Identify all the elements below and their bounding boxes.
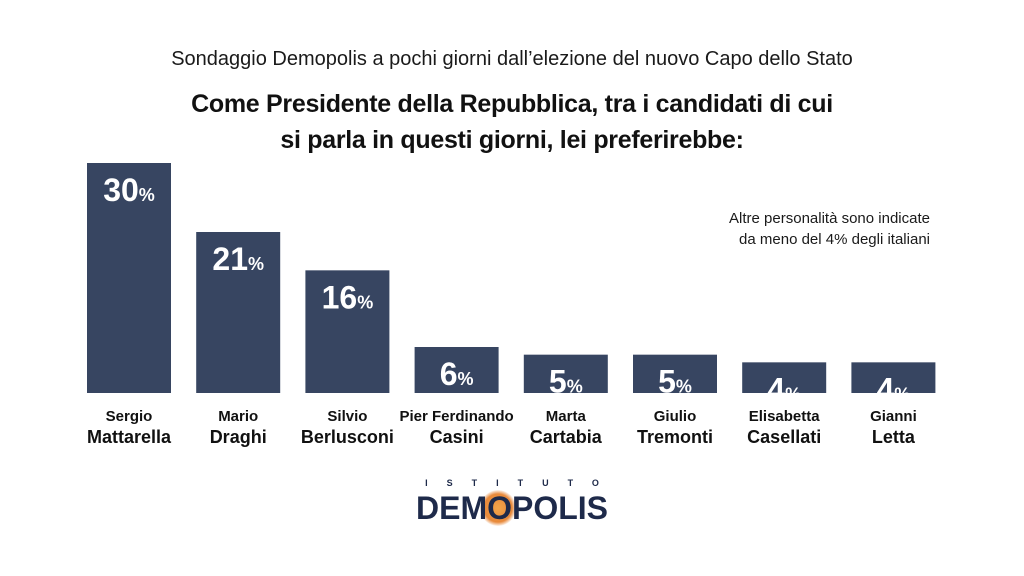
category-first-name-1: Mario	[218, 408, 258, 425]
logo-small-text: ISTITUTO	[425, 478, 618, 488]
category-last-name-2: Berlusconi	[301, 427, 394, 447]
note-line-1: Altre personalità sono indicate	[729, 210, 930, 227]
bar-value-number-2: 16	[322, 279, 358, 315]
bar-value-unit-0: %	[139, 185, 155, 205]
bar-value-label-3: 6%	[440, 356, 474, 392]
category-first-name-0: Sergio	[106, 408, 153, 425]
category-last-name-4: Cartabia	[530, 427, 603, 447]
category-first-name-3: Pier Ferdinando	[400, 408, 514, 425]
bar-4	[523, 354, 608, 393]
bar-value-unit-5: %	[676, 377, 692, 397]
bar-value-unit-7: %	[894, 384, 910, 404]
bar-value-unit-2: %	[357, 292, 373, 312]
bar-value-label-1: 21%	[212, 241, 264, 277]
logo-main-text: DEMOPOLIS	[416, 490, 608, 527]
bar-value-number-4: 5	[549, 364, 567, 400]
category-last-name-5: Tremonti	[637, 427, 713, 447]
bar-value-unit-3: %	[457, 369, 473, 389]
bar-value-label-5: 5%	[658, 364, 692, 400]
category-last-name-3: Casini	[430, 427, 484, 447]
category-first-name-4: Marta	[546, 408, 587, 425]
bar-6	[742, 362, 827, 393]
demopolis-logo: ISTITUTO DEMOPOLIS	[0, 478, 1024, 527]
bar-value-label-7: 4%	[876, 371, 910, 407]
chart-title-line-1: Come Presidente della Repubblica, tra i …	[191, 90, 833, 118]
note-line-2: da meno del 4% degli italiani	[739, 231, 930, 248]
bar-value-number-7: 4	[876, 371, 894, 407]
note-text: Altre personalità sono indicate da meno …	[620, 208, 930, 250]
bar-1	[196, 232, 281, 393]
category-first-name-6: Elisabetta	[749, 408, 821, 425]
bar-value-number-3: 6	[440, 356, 458, 392]
bar-value-number-6: 4	[767, 371, 785, 407]
bar-7	[851, 362, 936, 393]
logo-part-1: DEM	[415, 490, 488, 526]
bar-value-number-0: 30	[103, 172, 139, 208]
category-last-name-7: Letta	[872, 427, 916, 447]
category-last-name-6: Casellati	[747, 427, 821, 447]
bar-value-label-6: 4%	[767, 371, 801, 407]
bar-2	[305, 270, 390, 393]
bar-value-number-5: 5	[658, 364, 676, 400]
bar-value-label-4: 5%	[549, 364, 583, 400]
category-first-name-5: Giulio	[654, 408, 697, 425]
logo-part-2: POLIS	[511, 490, 608, 526]
bar-value-number-1: 21	[212, 241, 248, 277]
bar-3	[414, 347, 499, 393]
category-first-name-7: Gianni	[870, 408, 917, 425]
bar-value-label-2: 16%	[322, 279, 374, 315]
bar-value-unit-6: %	[785, 384, 801, 404]
bar-chart: 30% Sergio Mattarella 21% Mario Draghi 16% Silv…	[87, 163, 936, 447]
category-first-name-2: Silvio	[327, 408, 367, 425]
chart-title-line-2: si parla in questi giorni, lei preferire…	[280, 126, 744, 154]
logo-o-mark: O	[480, 490, 516, 526]
bar-5	[633, 354, 717, 393]
chart-title: Come Presidente della Repubblica, tra i …	[0, 86, 1024, 158]
bar-0	[87, 163, 171, 393]
chart-subtitle: Sondaggio Demopolis a pochi giorni dall’…	[171, 48, 853, 70]
bar-value-label-0: 30%	[103, 172, 155, 208]
bar-value-unit-1: %	[248, 254, 264, 274]
category-last-name-1: Draghi	[210, 427, 267, 447]
category-last-name-0: Mattarella	[87, 427, 172, 447]
bar-value-unit-4: %	[567, 377, 583, 397]
